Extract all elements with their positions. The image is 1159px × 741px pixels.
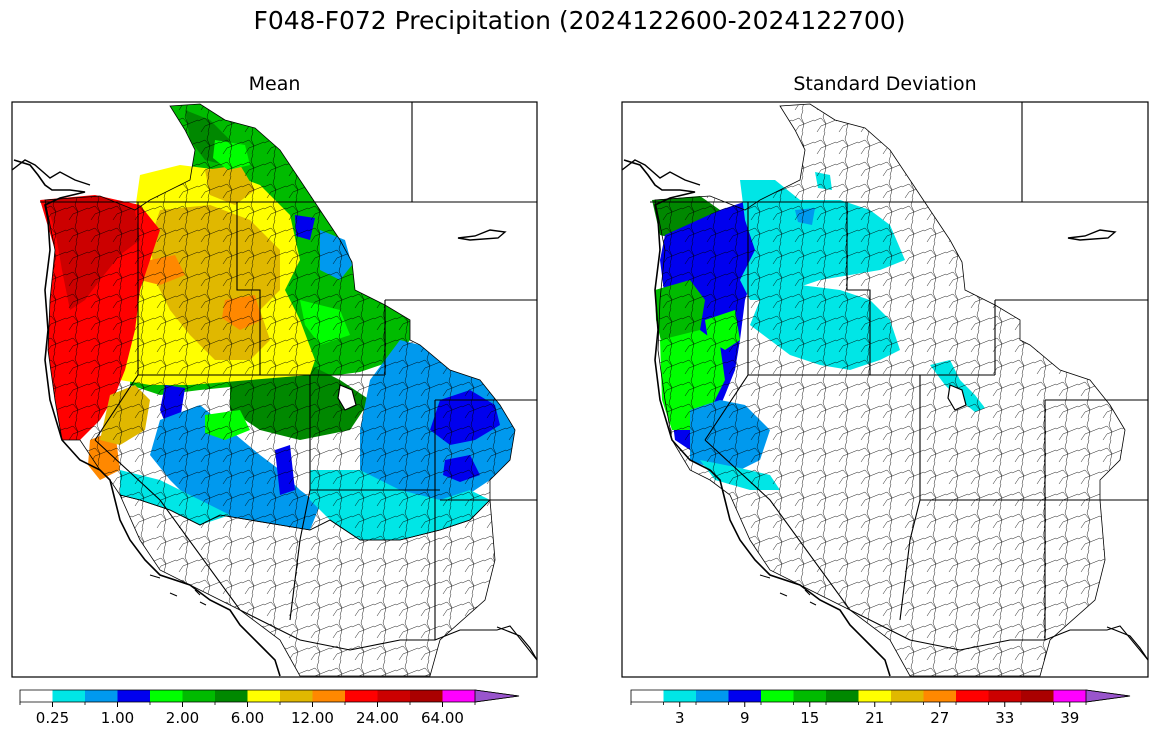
- stddev-colorbar-tick-label: 39: [1060, 709, 1079, 727]
- mean-colorbar-bin: [247, 690, 280, 702]
- mean-colorbar-bin: [117, 690, 150, 702]
- stddev-colorbar-bin: [761, 690, 794, 702]
- stddev-colorbar-tick-label: 15: [800, 709, 819, 727]
- mean-colorbar-outline: [19, 689, 520, 703]
- mean-basin-grid-colored: [44, 103, 516, 541]
- mean-islands: [149, 574, 207, 606]
- stddev-colorbar: 3 9 15 21 27 33 39: [630, 689, 1131, 727]
- mean-lake: [337, 384, 357, 411]
- stddev-map: [622, 102, 1148, 677]
- mean-gulf-coast: [496, 626, 537, 661]
- stddev-colorbar-bin: [728, 690, 761, 702]
- mean-coastline-bc: [12, 159, 507, 241]
- stddev-colorbar-tick-label: 27: [930, 709, 949, 727]
- stddev-colorbar-bin: [1021, 690, 1054, 702]
- mean-coastline: [13, 159, 281, 677]
- stddev-lake: [947, 384, 967, 411]
- mean-colorbar-bin: [312, 690, 345, 702]
- mean-colorbar-bin: [182, 690, 215, 702]
- stddev-colorbar-bin: [631, 690, 664, 702]
- stddev-colorbar-bin: [988, 690, 1021, 702]
- mean-colorbar-bin: [280, 690, 313, 702]
- stddev-basin-grid: [654, 103, 1126, 677]
- mean-colorbar-bin: [20, 690, 53, 702]
- mean-colorbar-extend: [474, 689, 520, 703]
- mean-colorbar-bin: [442, 690, 475, 702]
- mean-colorbar-tick-label: 1.00: [101, 709, 134, 727]
- mean-colorbar-tick-label: 6.00: [231, 709, 264, 727]
- mean-map-frame: [11, 101, 538, 678]
- stddev-coastline: [623, 159, 891, 677]
- mean-colorbar-bin: [345, 690, 378, 702]
- stddev-colorbar-tick-label: 33: [995, 709, 1014, 727]
- mean-colorbar-bin: [150, 690, 183, 702]
- stddev-colorbar-bin: [663, 690, 696, 702]
- mean-colorbar-tick-label: 24.00: [356, 709, 399, 727]
- mean-colorbar-tick-label: 64.00: [421, 709, 464, 727]
- stddev-panel-title: Standard Deviation: [793, 73, 977, 95]
- stddev-colorbar-bin: [826, 690, 859, 702]
- mean-colorbar-tick-label: 2.00: [166, 709, 199, 727]
- stddev-gulf-coast: [1106, 626, 1148, 661]
- mean-colorbar-bin: [410, 690, 443, 702]
- mean-colorbar-tick-label: 0.25: [36, 709, 69, 727]
- stddev-colorbar-bin: [696, 690, 729, 702]
- stddev-colorbar-extend: [1085, 689, 1131, 703]
- stddev-colorbar-bin: [923, 690, 956, 702]
- stddev-colorbar-tick-label: 3: [675, 709, 685, 727]
- mean-map: [12, 102, 537, 677]
- stddev-colorbar-outline: [630, 689, 1131, 703]
- mean-colorbar-bin: [377, 690, 410, 702]
- mean-colorbar: 0.25 1.00 2.00 6.00 12.00 24.00 64.00: [19, 689, 520, 727]
- mean-colorbar-tick-label: 12.00: [291, 709, 334, 727]
- stddev-colorbar-bin: [956, 690, 989, 702]
- mean-colorbar-bin: [85, 690, 118, 702]
- stddev-state-borders: [650, 102, 1148, 661]
- stddev-colorbar-tick-label: 9: [740, 709, 750, 727]
- mean-panel-title: Mean: [248, 73, 301, 95]
- stddev-colorbar-bin: [1053, 690, 1086, 702]
- figure-title: F048-F072 Precipitation (2024122600-2024…: [253, 6, 906, 35]
- mean-state-borders: [40, 102, 537, 661]
- stddev-islands: [759, 574, 817, 606]
- stddev-map-frame: [621, 101, 1149, 678]
- mean-colorbar-bin: [52, 690, 85, 702]
- stddev-colorbar-bin: [793, 690, 826, 702]
- stddev-colorbar-bin: [858, 690, 891, 702]
- stddev-colorbar-tick-label: 21: [865, 709, 884, 727]
- stddev-colorbar-bin: [891, 690, 924, 702]
- stddev-coastline-bc: [622, 159, 1117, 241]
- mean-colorbar-bin: [215, 690, 248, 702]
